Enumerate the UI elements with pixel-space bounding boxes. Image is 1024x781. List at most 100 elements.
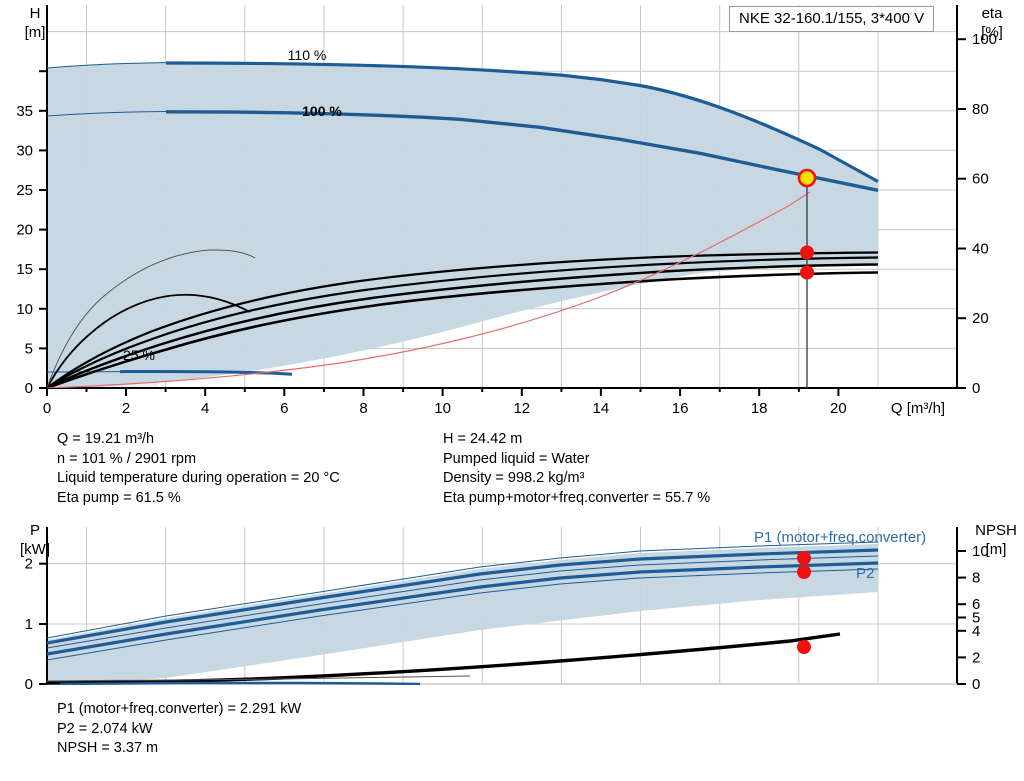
curve-p1-thin-mid xyxy=(47,555,879,649)
q-tick-12: 12 xyxy=(513,400,530,417)
npsh-tick-6: 6 xyxy=(972,596,980,613)
curve-110-percent xyxy=(165,61,879,183)
p-axis-unit: [kW] xyxy=(20,541,50,558)
curve-npsh-thin xyxy=(47,675,471,682)
h-tick-0: 0 xyxy=(25,380,33,397)
info-left-line-4: Eta pump = 61.5 % xyxy=(57,489,181,506)
npsh-tick-2: 2 xyxy=(972,649,980,666)
info-bottom-line-3: NPSH = 3.37 m xyxy=(57,740,159,756)
info-bottom-line-2: P2 = 2.074 kW xyxy=(57,720,153,737)
h-tick-30: 30 xyxy=(16,142,33,159)
pump-model-title-box: NKE 32-160.1/155, 3*400 V xyxy=(729,6,935,32)
q-tick-16: 16 xyxy=(672,400,689,417)
curve-label-100: 100 % xyxy=(302,103,342,119)
operating-point-marker[interactable] xyxy=(797,168,817,188)
q-tick-10: 10 xyxy=(434,400,451,417)
top-x-axis-ticks xyxy=(46,388,840,396)
bottom-power-band xyxy=(47,544,878,684)
info-left-line-2: n = 101 % / 2901 rpm xyxy=(57,450,197,467)
eta-tick-40: 40 xyxy=(972,241,989,258)
q-tick-2: 2 xyxy=(122,400,130,417)
curve-duty-line-red xyxy=(47,191,811,388)
curve-eta-bundle-2 xyxy=(47,256,879,388)
info-bottom-line-1: P1 (motor+freq.converter) = 2.291 kW xyxy=(57,701,302,717)
h-tick-25: 25 xyxy=(16,182,33,199)
eta-axis-unit: [%] xyxy=(981,24,1003,41)
curve-eta-pump-a xyxy=(47,293,251,388)
info-left-line-1: Q = 19.21 m³/h xyxy=(57,431,155,447)
q-tick-8: 8 xyxy=(359,400,367,417)
npsh-marker[interactable] xyxy=(797,640,811,654)
p-tick-2: 2 xyxy=(25,556,33,573)
npsh-tick-4: 4 xyxy=(972,623,980,640)
h-tick-5: 5 xyxy=(25,340,33,357)
eta-tick-60: 60 xyxy=(972,171,989,188)
h-axis-unit: [m] xyxy=(25,24,46,41)
top-right-axis-ticks xyxy=(957,38,966,389)
top-left-axis-tick-labels: 0 5 10 15 20 25 30 35 xyxy=(16,103,33,397)
curve-100-percent xyxy=(165,110,879,192)
info-left-line-3: Liquid temperature during operation = 20… xyxy=(57,470,340,486)
info-block-bottom: P1 (motor+freq.converter) = 2.291 kW P2 … xyxy=(57,700,301,759)
info-right-line-3: Density = 998.2 kg/m³ xyxy=(443,470,585,486)
info-right-line-4: Eta pump+motor+freq.converter = 55.7 % xyxy=(443,489,711,506)
top-x-axis-tick-labels: 0 2 4 6 8 10 12 14 16 18 20 xyxy=(43,400,847,417)
eta-tick-0: 0 xyxy=(972,380,980,397)
top-right-axis-tick-labels: 0 20 40 60 80 100 xyxy=(972,31,997,397)
q-tick-18: 18 xyxy=(751,400,768,417)
eta-axis-name: eta xyxy=(982,5,1004,22)
eta-tick-80: 80 xyxy=(972,101,989,118)
q-tick-6: 6 xyxy=(280,400,288,417)
curve-label-110: 110 % xyxy=(288,47,327,63)
npsh-tick-10: 10 xyxy=(972,543,989,560)
eta-tick-100: 100 xyxy=(972,31,997,48)
info-right-line-2: Pumped liquid = Water xyxy=(443,450,590,467)
eta-pump-marker[interactable] xyxy=(800,245,814,260)
bottom-right-axis-tick-labels: 0 2 4 5 6 8 10 xyxy=(972,543,989,693)
p2-marker[interactable] xyxy=(797,565,811,579)
p1-series-label: P1 (motor+freq.converter) xyxy=(754,529,926,546)
info-block-left: Q = 19.21 m³/h n = 101 % / 2901 rpm Liqu… xyxy=(57,430,340,508)
h-axis-name: H xyxy=(30,5,41,22)
h-tick-10: 10 xyxy=(16,301,33,318)
h-tick-20: 20 xyxy=(16,222,33,239)
top-left-axis-ticks xyxy=(39,70,47,389)
curve-npsh xyxy=(47,632,841,685)
q-tick-4: 4 xyxy=(201,400,209,417)
curve-eta-bundle-1 xyxy=(47,251,879,388)
h-tick-15: 15 xyxy=(16,261,33,278)
curve-eta-thin-arc xyxy=(47,249,256,388)
p-tick-1: 1 xyxy=(25,616,33,633)
bottom-left-axis-ticks xyxy=(39,562,47,685)
npsh-tick-5: 5 xyxy=(972,610,980,627)
h-tick-35: 35 xyxy=(16,103,33,120)
bottom-left-axis-tick-labels: 0 1 2 xyxy=(25,556,33,693)
npsh-tick-8: 8 xyxy=(972,570,980,587)
eta-tick-20: 20 xyxy=(972,310,989,327)
performance-band xyxy=(47,62,878,388)
info-block-right: H = 24.42 m Pumped liquid = Water Densit… xyxy=(443,430,710,508)
pump-model-title: NKE 32-160.1/155, 3*400 V xyxy=(739,10,925,27)
bottom-chart: 0 1 2 P [kW] 0 2 4 5 6 8 xyxy=(20,522,1017,693)
eta-total-marker[interactable] xyxy=(800,265,814,280)
top-chart: 0 5 10 15 20 25 30 35 H [m] 0 xyxy=(16,5,1003,417)
curve-p2 xyxy=(47,561,879,656)
curve-eta-bundle-3 xyxy=(47,263,879,388)
curve-label-25: 25 % xyxy=(123,347,155,363)
p1-marker[interactable] xyxy=(797,551,811,565)
curve-p-low-blue xyxy=(59,681,421,685)
curve-p2-outline-lower xyxy=(47,568,879,661)
curve-p1 xyxy=(47,548,879,645)
info-right-line-1: H = 24.42 m xyxy=(443,431,523,447)
p-axis-name: P xyxy=(30,522,40,539)
p-tick-0: 0 xyxy=(25,676,33,693)
npsh-axis-name: NPSH xyxy=(975,522,1017,539)
curve-p1-outline-upper xyxy=(47,541,879,639)
q-tick-14: 14 xyxy=(593,400,610,417)
top-chart-axes xyxy=(46,5,958,389)
npsh-axis-unit: [m] xyxy=(986,541,1007,558)
bottom-right-axis-ticks xyxy=(957,550,966,685)
p2-series-label: P2 xyxy=(856,565,874,582)
